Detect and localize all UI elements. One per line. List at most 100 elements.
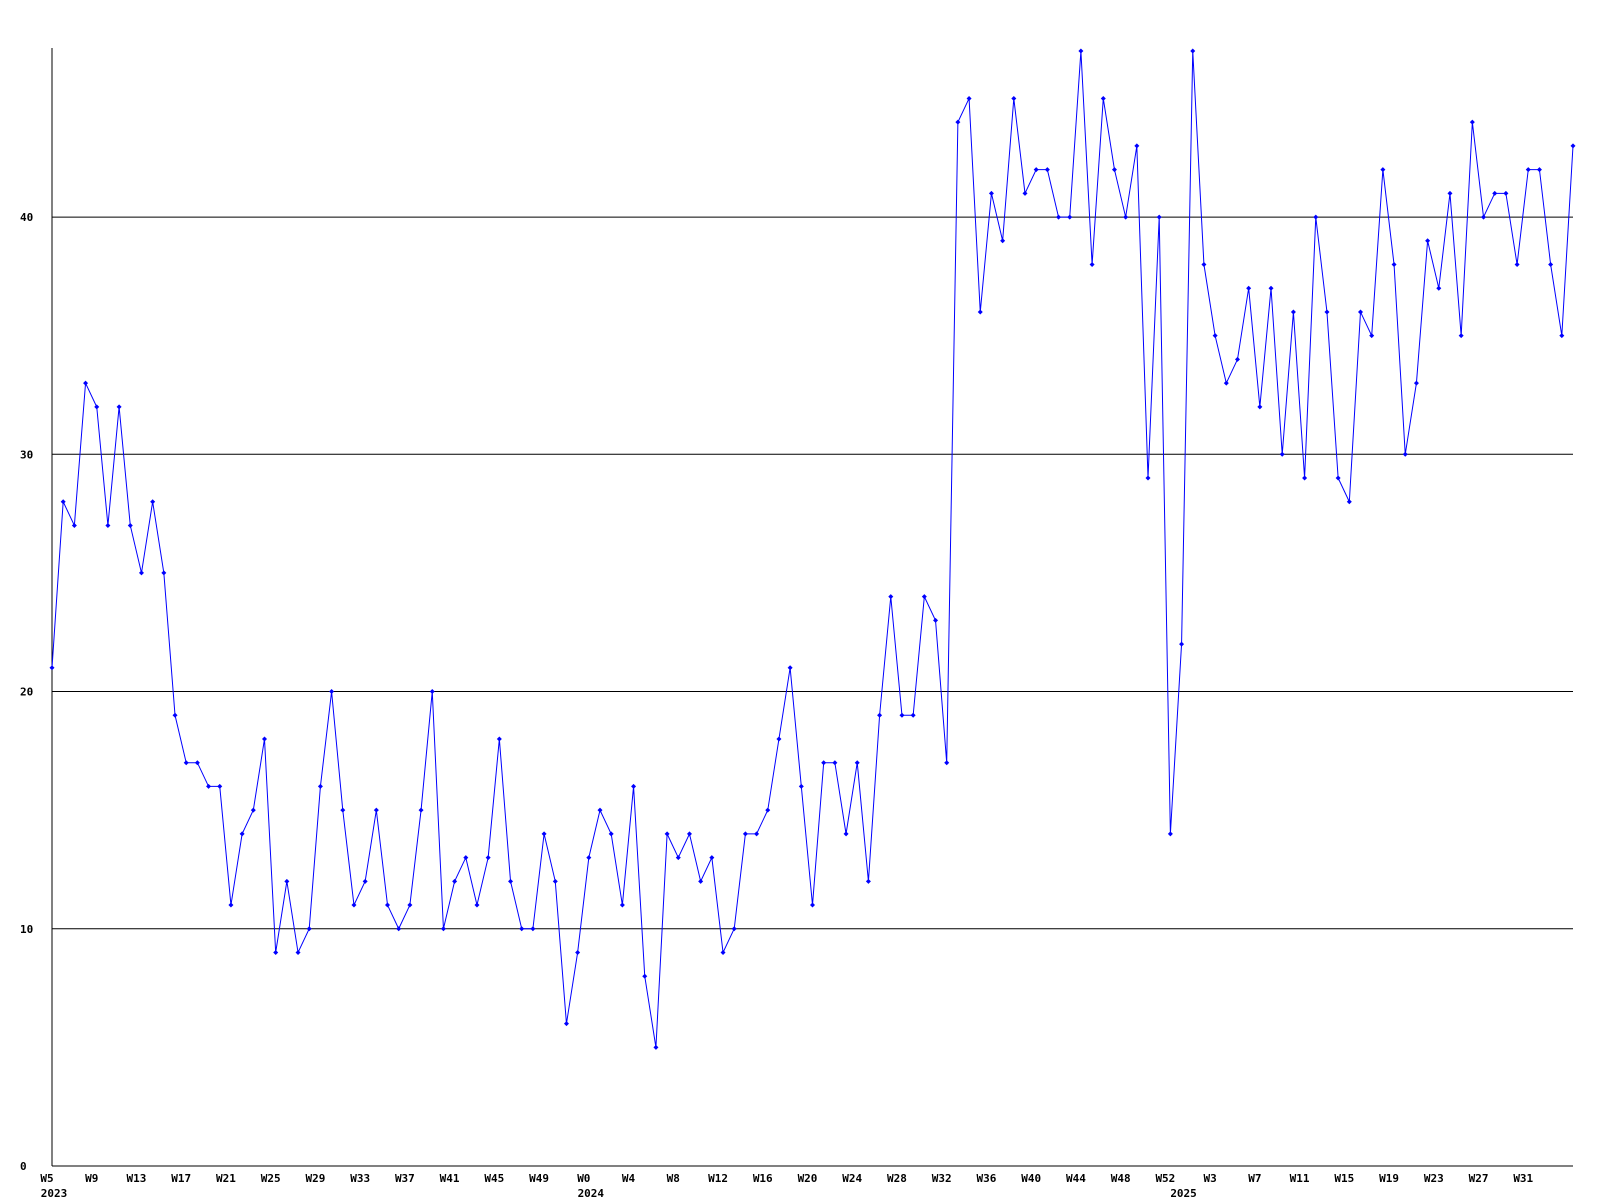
point-marker bbox=[1402, 451, 1408, 457]
point-marker bbox=[631, 783, 637, 789]
point-marker bbox=[1514, 262, 1520, 268]
point-marker bbox=[407, 902, 413, 908]
x-tick-label: W8 bbox=[667, 1172, 680, 1185]
point-marker bbox=[418, 807, 424, 813]
point-marker bbox=[306, 926, 312, 932]
point-marker bbox=[1313, 214, 1319, 220]
point-marker bbox=[1234, 356, 1240, 362]
point-marker bbox=[1447, 190, 1453, 196]
point-marker bbox=[452, 878, 458, 884]
x-tick-label: W11 bbox=[1290, 1172, 1310, 1185]
point-marker bbox=[1380, 167, 1386, 173]
point-marker bbox=[1458, 333, 1464, 339]
x-tick-label: W7 bbox=[1248, 1172, 1261, 1185]
point-marker bbox=[1559, 333, 1565, 339]
x-tick-label: W15 bbox=[1334, 1172, 1354, 1185]
point-marker bbox=[709, 855, 715, 861]
point-marker bbox=[843, 831, 849, 837]
point-marker bbox=[720, 949, 726, 955]
point-marker bbox=[94, 404, 100, 410]
point-marker bbox=[787, 665, 793, 671]
x-tick-label: W36 bbox=[977, 1172, 997, 1185]
point-marker bbox=[933, 617, 939, 623]
point-marker bbox=[1022, 190, 1028, 196]
point-marker bbox=[1078, 48, 1084, 54]
series-line bbox=[51, 50, 1574, 1048]
point-marker bbox=[1212, 333, 1218, 339]
point-marker bbox=[530, 926, 536, 932]
point-marker bbox=[1100, 95, 1106, 101]
point-marker bbox=[1290, 309, 1296, 315]
x-tick-label: W32 bbox=[932, 1172, 952, 1185]
point-marker bbox=[496, 736, 502, 742]
point-marker bbox=[1156, 214, 1162, 220]
point-marker bbox=[206, 783, 212, 789]
point-marker bbox=[575, 949, 581, 955]
point-marker bbox=[1481, 214, 1487, 220]
point-marker bbox=[385, 902, 391, 908]
point-marker bbox=[698, 878, 704, 884]
point-marker bbox=[586, 855, 592, 861]
x-tick-label: W37 bbox=[395, 1172, 415, 1185]
x-tick-label: W52 bbox=[1155, 1172, 1175, 1185]
point-marker bbox=[955, 119, 961, 125]
x-tick-label: W3 bbox=[1203, 1172, 1216, 1185]
y-tick-label: 30 bbox=[20, 448, 33, 461]
point-marker bbox=[1223, 380, 1229, 386]
point-marker bbox=[396, 926, 402, 932]
point-marker bbox=[474, 902, 480, 908]
point-marker bbox=[776, 736, 782, 742]
point-marker bbox=[273, 949, 279, 955]
point-marker bbox=[1067, 214, 1073, 220]
point-marker bbox=[317, 783, 323, 789]
point-marker bbox=[1111, 167, 1117, 173]
point-marker bbox=[1044, 167, 1050, 173]
y-tick-label: 0 bbox=[20, 1160, 27, 1173]
point-marker bbox=[541, 831, 547, 837]
point-marker bbox=[261, 736, 267, 742]
point-marker bbox=[810, 902, 815, 908]
point-marker bbox=[1190, 48, 1196, 54]
point-marker bbox=[60, 499, 66, 505]
point-marker bbox=[1123, 214, 1129, 220]
point-marker bbox=[653, 1044, 659, 1050]
point-marker bbox=[1167, 831, 1173, 837]
point-marker bbox=[1525, 167, 1531, 173]
x-tick-label: W9 bbox=[85, 1172, 98, 1185]
point-marker bbox=[754, 831, 760, 837]
point-marker bbox=[664, 831, 670, 837]
point-marker bbox=[1302, 475, 1308, 481]
point-marker bbox=[619, 902, 625, 908]
point-marker bbox=[865, 878, 871, 884]
point-marker bbox=[116, 404, 122, 410]
point-marker bbox=[1335, 475, 1341, 481]
x-tick-label: W48 bbox=[1111, 1172, 1131, 1185]
point-marker bbox=[138, 570, 144, 576]
x-tick-label: W19 bbox=[1379, 1172, 1399, 1185]
point-marker bbox=[966, 95, 972, 101]
point-marker bbox=[888, 594, 894, 600]
point-marker bbox=[1346, 499, 1352, 505]
x-tick-label: W25 bbox=[261, 1172, 281, 1185]
point-marker bbox=[1324, 309, 1330, 315]
x-tick-label: W17 bbox=[171, 1172, 191, 1185]
x-tick-label: W20 bbox=[798, 1172, 818, 1185]
point-marker bbox=[1391, 262, 1397, 268]
x-tick-label: W4 bbox=[622, 1172, 636, 1185]
point-marker bbox=[1492, 190, 1498, 196]
point-marker bbox=[1548, 262, 1554, 268]
point-marker bbox=[373, 807, 379, 813]
point-marker bbox=[731, 926, 737, 932]
point-marker bbox=[105, 522, 111, 528]
point-marker bbox=[284, 878, 290, 884]
x-tick-label: W21 bbox=[216, 1172, 236, 1185]
x-tick-label: W49 bbox=[529, 1172, 549, 1185]
point-marker bbox=[1246, 285, 1252, 291]
point-marker bbox=[742, 831, 748, 837]
point-marker bbox=[642, 973, 648, 979]
x-tick-label: W12 bbox=[708, 1172, 728, 1185]
point-marker bbox=[228, 902, 234, 908]
point-marker bbox=[351, 902, 357, 908]
point-marker bbox=[295, 949, 301, 955]
point-marker bbox=[608, 831, 614, 837]
